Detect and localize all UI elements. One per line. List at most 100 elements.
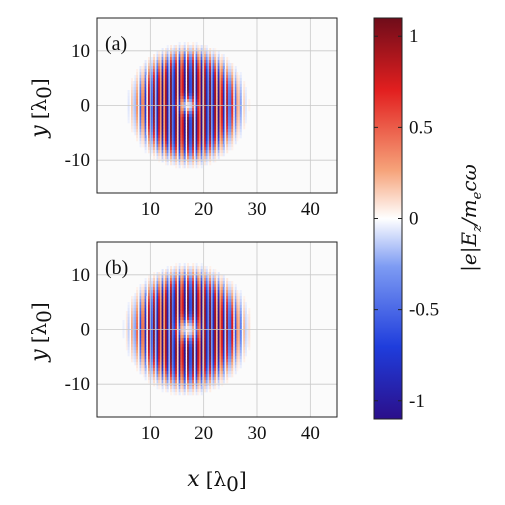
heatmap-cell [178,305,181,309]
heatmap-cell [193,314,196,318]
heatmap-cell [214,72,217,76]
heatmap-cell [205,335,208,339]
heatmap-cell [180,293,183,297]
heatmap-cell [219,57,222,61]
heatmap-cell [216,368,218,372]
heatmap-cell [214,293,217,297]
heatmap-cell [221,117,224,121]
heatmap-cell [161,63,164,67]
heatmap-cell [180,365,183,369]
heatmap-cell [188,138,191,142]
heatmap-cell [199,368,201,372]
heatmap-cell [146,78,149,82]
heatmap-cell [231,308,234,312]
heatmap-cell [193,281,196,285]
heatmap-cell [154,359,157,363]
heatmap-cell [238,108,241,112]
heatmap-cell [139,317,142,321]
heatmap-cell [176,284,179,288]
heatmap-cell [197,269,200,273]
heatmap-cell [141,117,144,121]
heatmap-cell [180,138,183,142]
heatmap-cell [200,353,203,357]
heatmap-cell [156,132,159,136]
heatmap-cell [182,60,184,64]
heatmap-cell [156,332,159,336]
heatmap-cell [190,290,193,294]
heatmap-cell [154,326,157,330]
heatmap-cell [134,350,137,354]
heatmap-cell [212,66,215,70]
heatmap-cell [200,362,203,366]
heatmap-cell [180,341,183,345]
heatmap-cell [239,135,242,139]
heatmap-cell [210,320,213,324]
heatmap-cell [205,368,208,372]
heatmap-cell [190,78,193,82]
heatmap-cell [197,290,200,294]
heatmap-cell [127,117,130,121]
heatmap-cell [154,368,157,372]
heatmap-cell [219,296,222,300]
heatmap-cell [170,293,173,297]
heatmap-cell [236,302,239,306]
heatmap-cell [209,126,212,130]
heatmap-cell [171,305,174,309]
heatmap-cell [166,284,169,288]
heatmap-cell [188,350,191,354]
heatmap-cell [163,311,166,315]
heatmap-cell [212,93,215,97]
heatmap-cell [221,60,224,64]
heatmap-cell [214,383,217,387]
heatmap-cell [217,275,220,279]
heatmap-cell [178,87,181,91]
heatmap-cell [204,266,207,270]
heatmap-cell [142,72,145,76]
heatmap-cell [163,368,166,372]
heatmap-cell [192,350,195,354]
heatmap-cell [192,344,195,348]
heatmap-cell [156,153,159,157]
heatmap-cell [222,72,225,76]
heatmap-cell [205,72,208,76]
heatmap-cell [131,102,133,106]
heatmap-cell [154,129,157,133]
heatmap-cell [168,293,171,297]
heatmap-cell [146,111,149,115]
heatmap-cell [214,290,217,294]
heatmap-cell [200,380,203,384]
heatmap-cell [212,144,215,148]
heatmap-cell [136,78,139,82]
heatmap-cell [171,341,174,345]
heatmap-cell [190,365,193,369]
heatmap-cell [134,129,137,133]
heatmap-cell [154,302,157,306]
heatmap-cell [139,120,142,124]
heatmap-cell [156,111,159,115]
heatmap-cell [146,317,149,321]
heatmap-cell [234,329,237,333]
heatmap-cell [195,156,198,160]
heatmap-cell [224,341,227,345]
heatmap-cell [166,111,169,115]
heatmap-cell [153,72,156,76]
heatmap-cell [226,341,229,345]
heatmap-cell [207,338,210,342]
heatmap-cell [212,326,215,330]
heatmap-cell [156,305,159,309]
heatmap-cell [200,284,203,288]
heatmap-cell [165,353,167,357]
heatmap-cell [192,84,195,88]
heatmap-cell [234,371,237,375]
heatmap-cell [165,374,167,378]
heatmap-cell [205,93,208,97]
heatmap-cell [192,365,195,369]
heatmap-cell [166,72,169,76]
heatmap-cell [222,380,225,384]
heatmap-cell [168,374,171,378]
heatmap-cell [200,290,203,294]
heatmap-cell [205,108,208,112]
heatmap-cell [168,290,171,294]
heatmap-cell [195,120,198,124]
heatmap-cell [180,60,183,64]
